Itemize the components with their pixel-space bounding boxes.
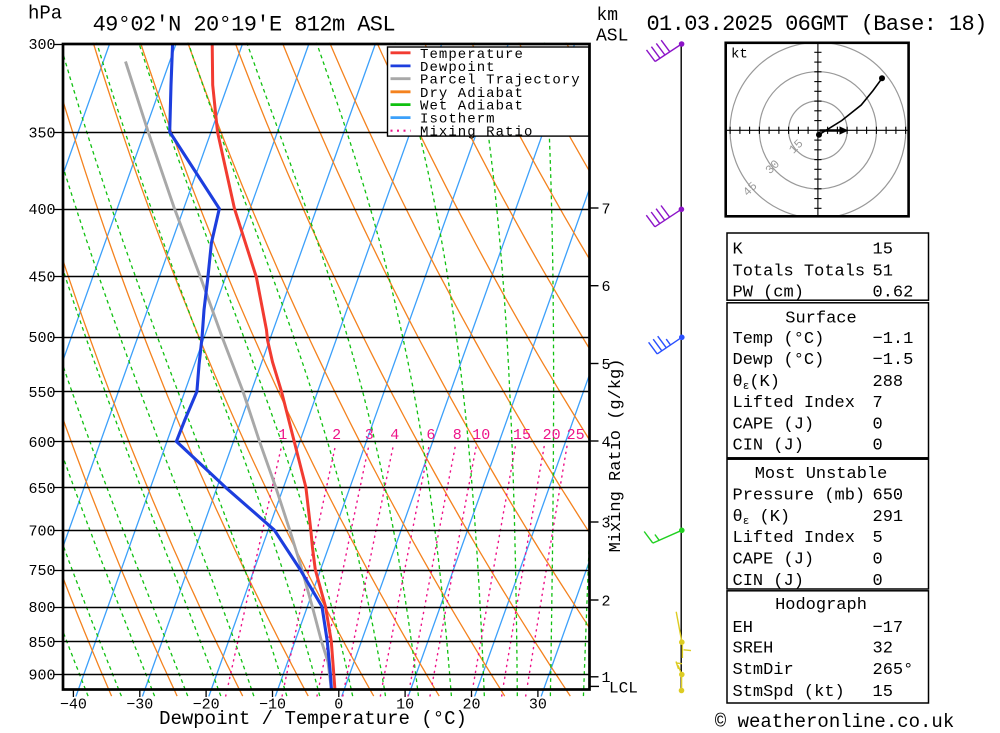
svg-text:15: 15 [873, 683, 893, 702]
svg-text:6: 6 [426, 427, 435, 444]
svg-text:Temperature: Temperature [420, 47, 524, 63]
svg-text:32: 32 [873, 640, 893, 659]
svg-text:10: 10 [396, 697, 414, 714]
svg-text:Dewpoint: Dewpoint [420, 60, 496, 76]
svg-text:Surface: Surface [785, 310, 856, 329]
svg-text:0: 0 [873, 551, 883, 570]
svg-text:StmSpd (kt): StmSpd (kt) [733, 683, 845, 702]
svg-text:900: 900 [28, 668, 55, 685]
svg-text:kt: kt [731, 47, 748, 63]
svg-text:5: 5 [601, 357, 610, 374]
svg-text:© weatheronline.co.uk: © weatheronline.co.uk [715, 711, 954, 733]
svg-text:CAPE (J): CAPE (J) [733, 416, 815, 435]
svg-text:0: 0 [873, 437, 883, 456]
svg-text:4: 4 [601, 434, 610, 451]
svg-text:EH: EH [733, 619, 753, 638]
svg-text:4: 4 [390, 427, 399, 444]
svg-text:800: 800 [28, 600, 55, 617]
svg-text:49°02'N 20°19'E 812m ASL: 49°02'N 20°19'E 812m ASL [93, 13, 395, 38]
svg-text:−1.1: −1.1 [873, 330, 914, 349]
svg-text:265°: 265° [873, 661, 914, 680]
svg-text:Wet Adiabat: Wet Adiabat [420, 99, 524, 115]
svg-text:7: 7 [601, 201, 610, 218]
svg-text:350: 350 [28, 125, 55, 142]
svg-text:0: 0 [873, 572, 883, 591]
svg-text:Mixing Ratio (g/kg): Mixing Ratio (g/kg) [607, 359, 626, 553]
svg-text:300: 300 [28, 37, 55, 54]
svg-text:0: 0 [334, 697, 343, 714]
svg-text:0.62: 0.62 [873, 283, 914, 302]
svg-text:Dewpoint / Temperature (°C): Dewpoint / Temperature (°C) [159, 708, 467, 730]
svg-text:−20: −20 [193, 697, 220, 714]
svg-text:−10: −10 [259, 697, 286, 714]
svg-text:450: 450 [28, 270, 55, 287]
svg-text:Lifted Index: Lifted Index [733, 529, 855, 548]
svg-text:288: 288 [873, 373, 904, 392]
svg-text:500: 500 [28, 330, 55, 347]
svg-text:−40: −40 [60, 697, 87, 714]
svg-text:3: 3 [601, 515, 610, 532]
svg-text:650: 650 [873, 487, 904, 506]
svg-text:CIN (J): CIN (J) [733, 437, 804, 456]
svg-text:0: 0 [873, 416, 883, 435]
svg-text:2: 2 [601, 593, 610, 610]
svg-text:20: 20 [543, 427, 561, 444]
svg-text:8: 8 [453, 427, 462, 444]
svg-text:Dry Adiabat: Dry Adiabat [420, 86, 524, 102]
svg-text:550: 550 [28, 385, 55, 402]
svg-text:Hodograph: Hodograph [775, 596, 867, 615]
svg-text:7: 7 [873, 394, 883, 413]
svg-text:SREH: SREH [733, 640, 774, 659]
svg-text:hPa: hPa [28, 3, 62, 25]
svg-text:750: 750 [28, 563, 55, 580]
svg-text:20: 20 [462, 697, 480, 714]
svg-text:25: 25 [567, 427, 585, 444]
svg-text:Temp (°C): Temp (°C) [733, 330, 825, 349]
svg-text:θε (K): θε (K) [733, 508, 791, 528]
svg-text:PW (cm): PW (cm) [733, 283, 804, 302]
svg-text:Parcel Trajectory: Parcel Trajectory [420, 73, 581, 89]
svg-text:CAPE (J): CAPE (J) [733, 551, 815, 570]
svg-text:650: 650 [28, 481, 55, 498]
svg-text:StmDir: StmDir [733, 661, 794, 680]
svg-text:2: 2 [332, 427, 341, 444]
svg-text:01.03.2025 06GMT (Base: 18): 01.03.2025 06GMT (Base: 18) [646, 12, 986, 37]
svg-text:km: km [597, 6, 619, 26]
svg-text:1: 1 [278, 427, 287, 444]
svg-text:−17: −17 [873, 619, 904, 638]
svg-text:5: 5 [873, 529, 883, 548]
svg-text:850: 850 [28, 635, 55, 652]
svg-text:CIN (J): CIN (J) [733, 572, 804, 591]
svg-text:15: 15 [513, 427, 531, 444]
svg-text:Lifted Index: Lifted Index [733, 394, 855, 413]
svg-text:30: 30 [529, 697, 547, 714]
svg-text:Pressure (mb): Pressure (mb) [733, 487, 866, 506]
svg-text:Mixing Ratio: Mixing Ratio [420, 125, 533, 141]
svg-text:ASL: ASL [596, 27, 628, 47]
svg-text:15: 15 [873, 241, 893, 260]
svg-text:400: 400 [28, 202, 55, 219]
svg-text:51: 51 [873, 262, 893, 281]
svg-text:Isotherm: Isotherm [420, 112, 496, 128]
svg-text:Most Unstable: Most Unstable [755, 465, 888, 484]
svg-text:Dewp (°C): Dewp (°C) [733, 351, 825, 370]
svg-text:600: 600 [28, 435, 55, 452]
svg-text:−1.5: −1.5 [873, 351, 914, 370]
svg-text:700: 700 [28, 523, 55, 540]
svg-text:θε(K): θε(K) [733, 373, 780, 393]
svg-text:3: 3 [365, 427, 374, 444]
svg-text:K: K [733, 241, 744, 260]
svg-text:−30: −30 [126, 697, 153, 714]
svg-text:Totals Totals: Totals Totals [733, 262, 866, 281]
svg-text:291: 291 [873, 508, 904, 527]
svg-text:10: 10 [472, 427, 490, 444]
svg-text:LCL: LCL [609, 680, 638, 698]
svg-text:1: 1 [601, 670, 610, 687]
svg-text:6: 6 [601, 279, 610, 296]
